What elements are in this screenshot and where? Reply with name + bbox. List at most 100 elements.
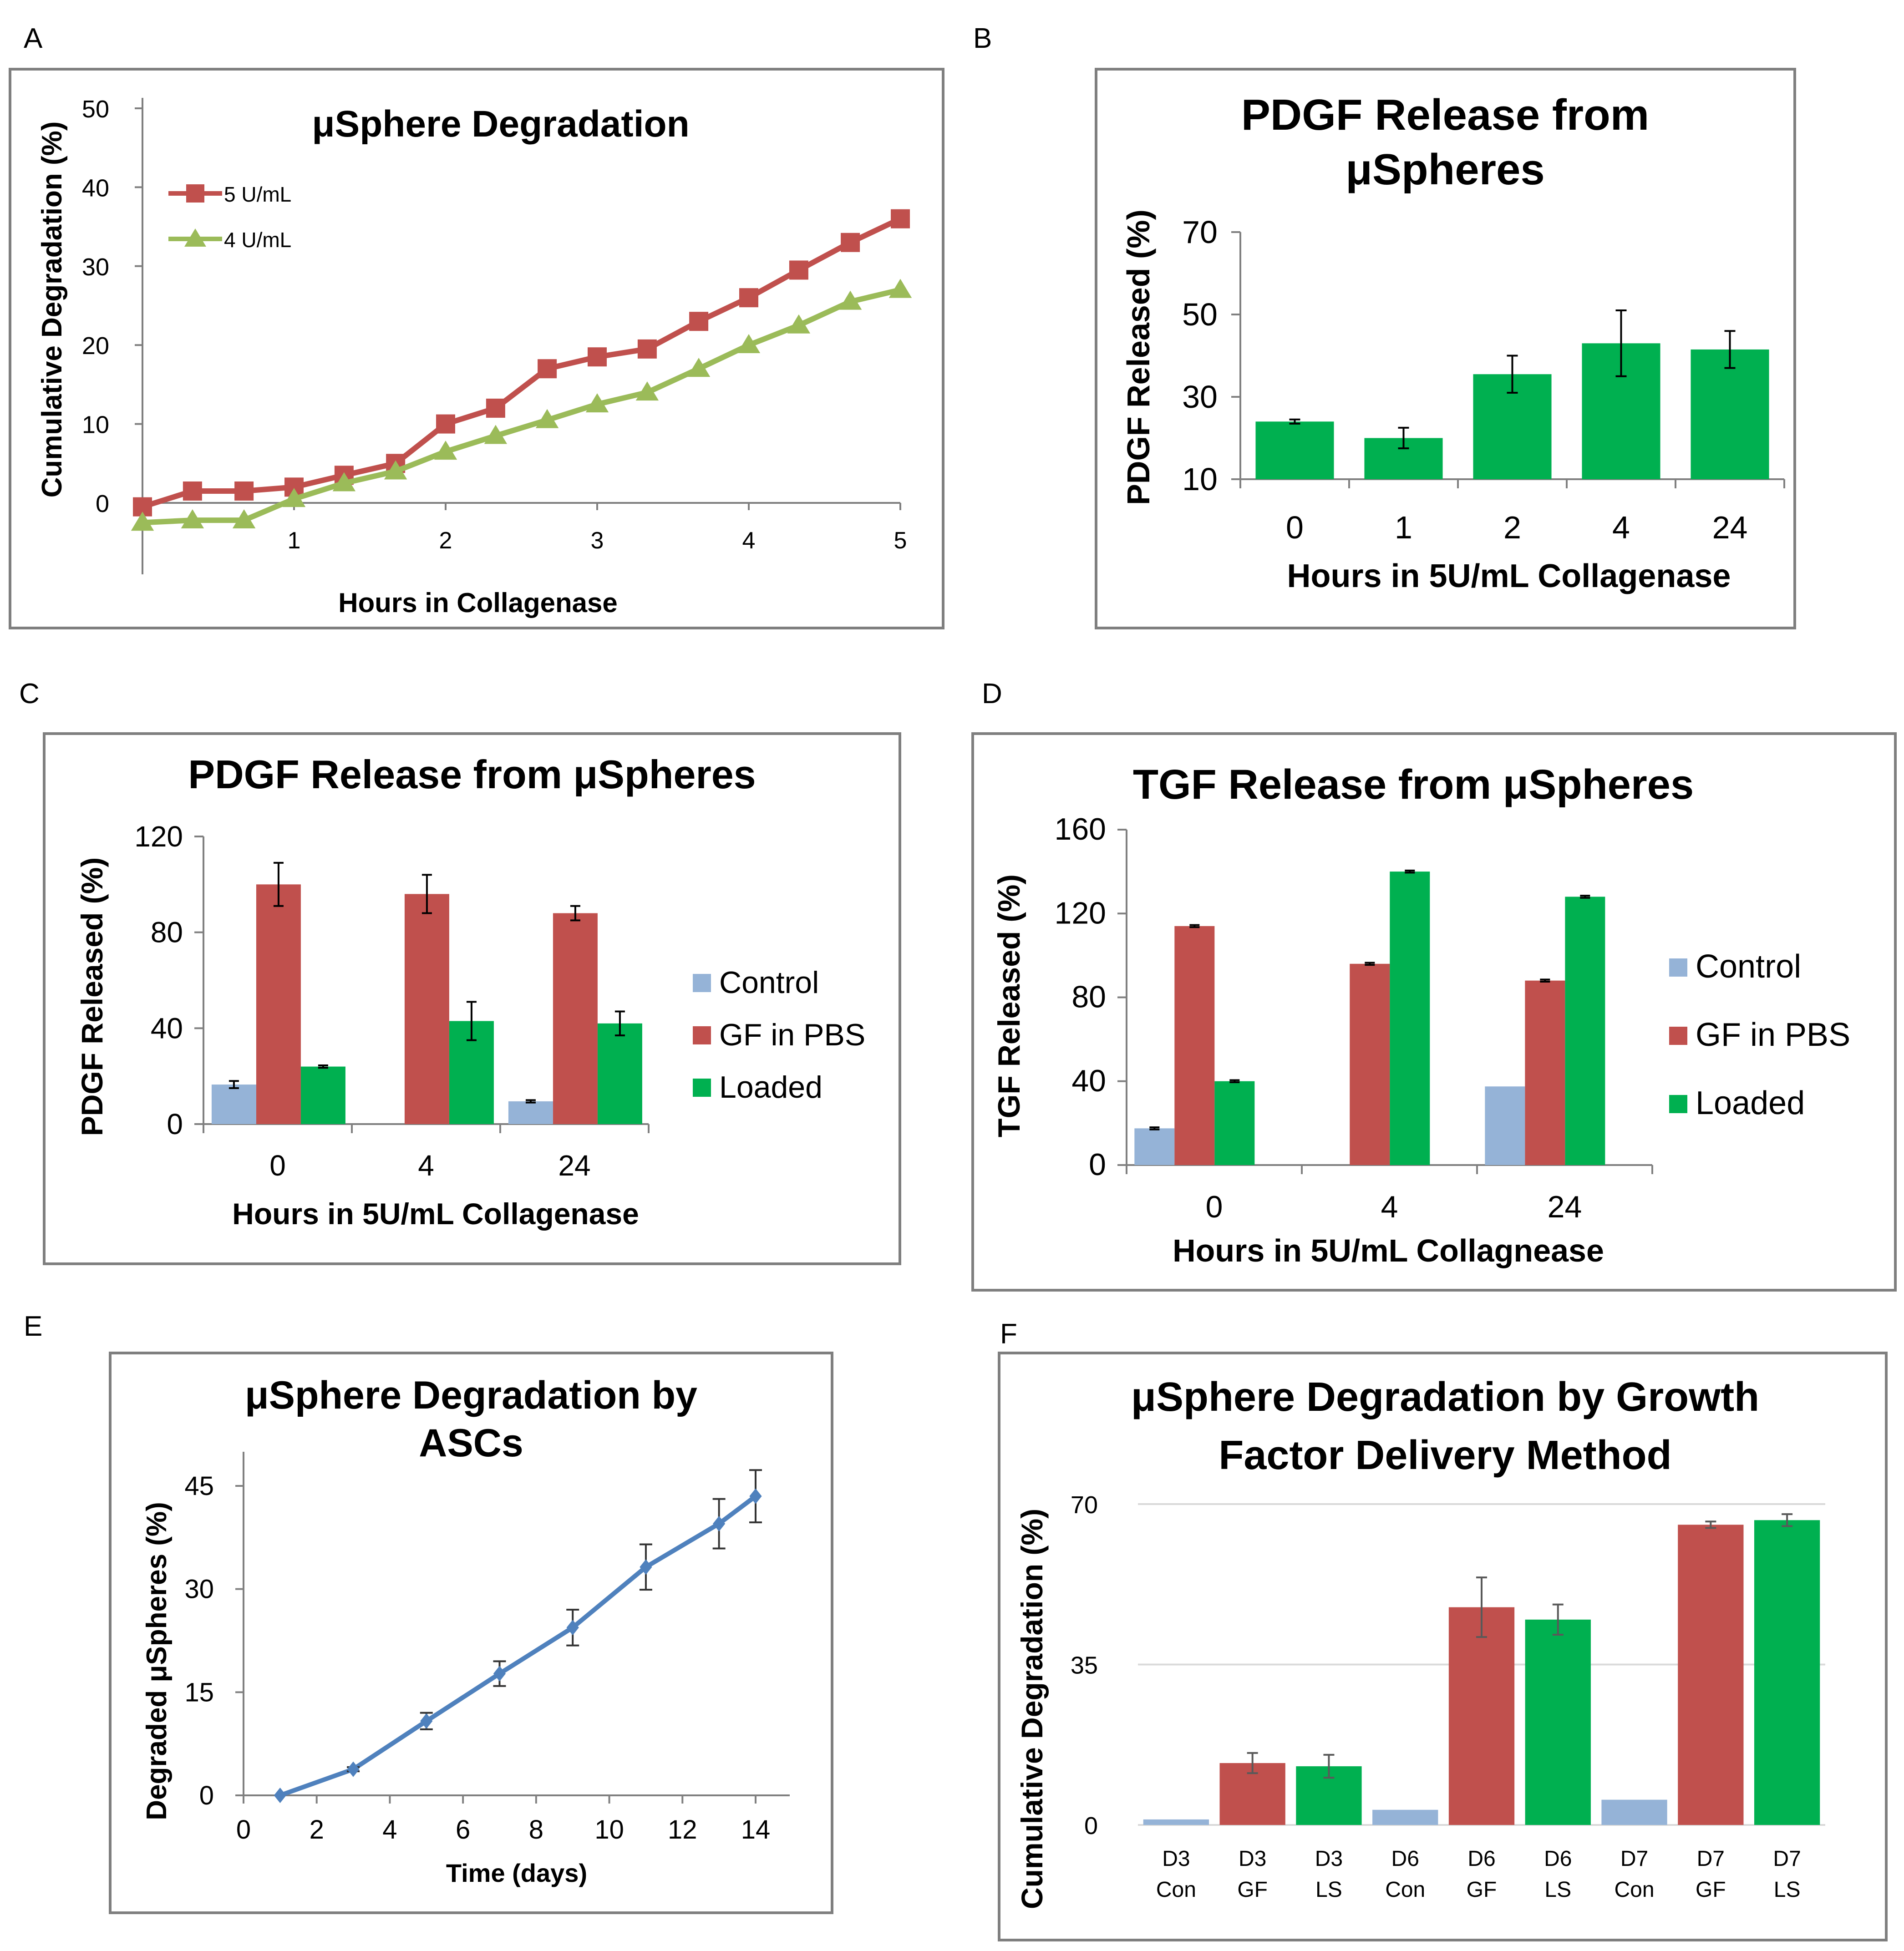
chart-e-ylabel: Degraded μSpheres (%) [141,1502,173,1820]
chart-f-xtick-label-line1: D3 [1315,1847,1343,1871]
chart-a-data-point [434,441,457,460]
panel-d-frame [971,732,1897,1292]
chart-a-data-point [538,359,557,379]
chart-d-legend-swatch-2 [1669,1027,1687,1045]
chart-e-ytick-label: 15 [184,1677,214,1707]
chart-a-data-point [332,472,356,492]
chart-f-ylabel: Cumulative Degradation (%) [1015,1509,1049,1909]
chart-b-title-line1: PDGF Release from [1241,91,1649,139]
panel-label-e: E [24,1311,42,1342]
chart-a-series-line-2 [142,287,901,526]
panel-label-b: B [973,23,992,54]
chart-d-bar-gf-in-pbs [1350,963,1390,1165]
chart-a-data-point [789,260,808,280]
chart-b-xtick-label: 4 [1612,510,1630,545]
chart-e-ytick-label: 30 [184,1575,214,1604]
chart-c-xtick-label: 4 [418,1149,434,1182]
chart-a-data-point [841,233,860,252]
chart-f-bar [1525,1619,1591,1825]
panel-b-frame [1095,68,1796,629]
chart-c-legend-swatch-3 [693,1079,711,1097]
chart-e: μSphere Degradation by ASCs Time (days) … [141,1373,790,1887]
chart-b-xtick-label: 0 [1286,510,1304,545]
chart-a-ytick-label: 0 [96,490,109,517]
chart-c-legend-label-3: Loaded [719,1070,823,1105]
chart-f-xtick-label-line2: Con [1615,1878,1655,1902]
chart-f-ytick-label: 0 [1084,1812,1098,1840]
chart-b-ytick-label: 10 [1182,461,1218,497]
chart-f-bar [1601,1799,1667,1825]
chart-a-xtick-label: 3 [591,527,604,554]
chart-d: TGF Release from μSpheres Hours in 5U/mL… [992,761,1850,1268]
chart-a-data-point [689,312,709,331]
chart-e-ytick-label: 0 [199,1781,214,1810]
chart-b-xtick-label: 2 [1503,510,1521,545]
chart-e-xtick-label: 2 [310,1815,324,1845]
panel-label-d: D [982,678,1002,709]
chart-e-data-point [566,1620,579,1636]
chart-f-xtick-label-line2: GF [1467,1878,1497,1902]
chart-e-xtick-label: 4 [382,1815,397,1845]
chart-a-data-point [588,347,607,367]
chart-e-xtick-label: 14 [741,1815,771,1845]
chart-f-bar [1372,1809,1438,1825]
chart-e-data-point [347,1761,360,1777]
chart-e-xtick-label: 12 [668,1815,697,1845]
chart-c-ytick-label: 0 [167,1108,183,1140]
chart-f-ytick-label: 70 [1071,1491,1098,1519]
chart-e-title-line1: μSphere Degradation by [245,1373,697,1417]
chart-d-xtick-label: 4 [1381,1190,1398,1224]
chart-a-data-point [889,279,912,298]
chart-f-xtick-label-line2: LS [1544,1878,1571,1902]
chart-a-legend-label-1: 5 U/mL [224,182,291,206]
chart-a-legend-label-2: 4 U/mL [224,228,291,252]
chart-d-legend-swatch-3 [1669,1095,1687,1113]
chart-c-legend-swatch-2 [693,1026,711,1044]
chart-c-bar-control [508,1101,553,1124]
panel-label-f: F [1000,1318,1017,1350]
chart-a-xtick-label: 4 [742,527,756,554]
chart-a-data-point [535,409,559,428]
chart-d-bar-control [1485,1086,1525,1165]
chart-f-title-line1: μSphere Degradation by Growth [1131,1374,1759,1420]
chart-b: PDGF Release from μSpheres Hours in 5U/m… [1121,91,1785,594]
chart-d-legend-label-2: GF in PBS [1696,1017,1850,1053]
chart-d-ytick-label: 160 [1055,812,1106,846]
chart-d-ytick-label: 0 [1089,1147,1106,1182]
chart-a-data-point [384,460,407,480]
chart-e-data-point [640,1559,652,1575]
chart-a-data-point [234,481,254,501]
chart-b-xtick-label: 1 [1395,510,1412,545]
chart-d-legend-label-1: Control [1696,948,1801,985]
chart-c-xtick-label: 24 [558,1149,590,1182]
chart-f-xtick-label-line2: GF [1237,1878,1268,1902]
panel-label-a: A [24,23,43,54]
chart-e-data-point [749,1488,762,1504]
chart-c-bar-loaded [300,1066,345,1124]
chart-e-data-point [420,1713,433,1729]
chart-e-xtick-label: 6 [456,1815,470,1845]
chart-a-series-line-1 [142,216,902,510]
chart-b-bar [1255,421,1334,479]
chart-c-legend-label-1: Control [719,965,819,1000]
chart-b-xlabel: Hours in 5U/mL Collagenase [1287,558,1731,594]
chart-f-xtick-label-line2: LS [1315,1878,1342,1902]
chart-f: μSphere Degradation by Growth Factor Del… [1015,1374,1825,1909]
chart-a: μSphere Degradation Hours in Collagenase… [36,96,912,618]
chart-e-title-line2: ASCs [419,1421,523,1465]
chart-f-bar [1754,1520,1820,1825]
chart-c-bar-loaded [597,1023,642,1124]
chart-e-ytick-label: 45 [184,1471,214,1501]
chart-a-ytick-label: 50 [82,96,109,123]
panel-e-frame [109,1352,833,1914]
chart-d-title: TGF Release from μSpheres [1133,761,1694,808]
chart-a-data-point [232,509,256,528]
chart-d-bar-control [1134,1128,1175,1165]
chart-f-xtick-label-line1: D6 [1544,1847,1572,1871]
chart-f-xtick-label-line1: D6 [1467,1847,1495,1871]
chart-c-legend-swatch-1 [693,974,711,992]
chart-d-bar-loaded [1390,872,1430,1165]
chart-a-data-point [891,209,910,228]
chart-f-xtick-label-line1: D7 [1773,1847,1801,1871]
